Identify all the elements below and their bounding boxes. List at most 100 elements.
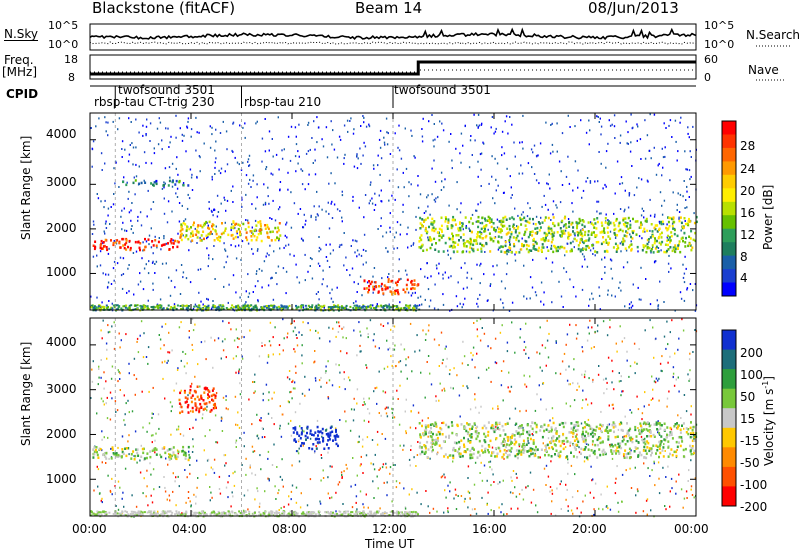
- power-noise-cell: [522, 147, 524, 150]
- velocity-noise-cell: [193, 493, 195, 496]
- power-feature-4-cell: [605, 241, 608, 244]
- power-noise-cell: [365, 250, 367, 252]
- velocity-noise-cell: [515, 495, 518, 498]
- power-feature-4-cell: [651, 244, 654, 247]
- power-feature-4-cell: [488, 218, 491, 222]
- velocity-noise-cell: [290, 498, 292, 501]
- power-noise-cell: [674, 119, 677, 122]
- velocity-noise-cell: [657, 379, 659, 382]
- velocity-feature-1-cell: [190, 396, 193, 399]
- velocity-noise-cell: [411, 488, 413, 491]
- velocity-feature-3-cell: [612, 445, 614, 448]
- velocity-noise-cell: [150, 494, 152, 497]
- power-noise-cell: [268, 202, 270, 205]
- power-noise-cell: [143, 267, 146, 270]
- velocity-noise-cell: [327, 360, 329, 363]
- velocity-feature-1-cell: [184, 396, 187, 399]
- velocity-noise-cell: [164, 486, 166, 489]
- velocity-noise-cell: [547, 356, 550, 359]
- power-noise-cell: [142, 249, 144, 252]
- power-feature-0-cell: [167, 242, 169, 245]
- power-ground-cell: [157, 304, 160, 307]
- velocity-noise-cell: [395, 480, 398, 483]
- power-feature-4-cell: [493, 236, 496, 240]
- velocity-noise-cell: [573, 368, 575, 371]
- power-feature-4-cell: [419, 216, 422, 220]
- power-feature-4-cell: [621, 243, 624, 246]
- power-noise-cell: [316, 116, 318, 119]
- power-noise-cell: [112, 203, 115, 206]
- power-noise-cell: [456, 305, 459, 308]
- velocity-noise-cell: [228, 475, 230, 477]
- power-feature-1-cell: [222, 231, 225, 235]
- velocity-noise-cell: [621, 473, 624, 476]
- power-noise-cell: [380, 200, 382, 203]
- power-feature-4-cell: [530, 249, 533, 252]
- velocity-noise-cell: [641, 418, 643, 421]
- power-noise-cell: [685, 267, 687, 270]
- power-ground-cell: [413, 305, 416, 308]
- velocity-noise-cell: [277, 492, 279, 495]
- power-feature-1-cell: [270, 239, 273, 242]
- velocity-noise-cell: [251, 423, 253, 426]
- power-noise-cell: [226, 163, 229, 166]
- cpid-segment-2: rbsp-tau CT-trig 230: [94, 95, 215, 109]
- velocity-feature-3-cell: [643, 421, 646, 425]
- power-feature-1-cell: [260, 225, 262, 228]
- power-noise-cell: [330, 172, 332, 175]
- power-noise-cell: [393, 247, 395, 250]
- velocity-noise-cell: [124, 423, 126, 426]
- power-noise-cell: [239, 296, 241, 299]
- power-feature-4-cell: [579, 230, 582, 233]
- power-noise-cell: [471, 213, 474, 216]
- velocity-feature-0-cell: [99, 448, 102, 451]
- velocity-feature-3-cell: [638, 451, 641, 454]
- power-noise-cell: [286, 236, 288, 239]
- power-noise-cell: [346, 269, 348, 271]
- power-feature-4-cell: [639, 223, 642, 227]
- velocity-noise-cell: [469, 514, 472, 517]
- velocity-feature-3-cell: [680, 438, 683, 441]
- power-feature-4-cell: [547, 239, 550, 242]
- power-noise-cell: [476, 302, 478, 305]
- power-noise-cell: [369, 183, 372, 186]
- velocity-noise-cell: [652, 388, 654, 391]
- velocity-feature-3-cell: [640, 428, 643, 432]
- velocity-noise-cell: [343, 378, 345, 381]
- power-noise-cell: [135, 175, 138, 178]
- velocity-feature-3-cell: [679, 428, 682, 431]
- power-noise-cell: [302, 306, 305, 309]
- velocity-noise-cell: [400, 343, 402, 346]
- power-ground-cell: [113, 306, 116, 309]
- velocity-noise-cell: [253, 381, 256, 383]
- power-feature-1-cell: [191, 239, 194, 242]
- power-noise-cell: [662, 156, 665, 159]
- power-noise-cell: [199, 170, 201, 173]
- velocity-feature-0-cell: [169, 453, 171, 457]
- power-feature-3-cell: [386, 287, 389, 290]
- power-feature-4-cell: [587, 230, 590, 233]
- power-noise-cell: [148, 234, 151, 237]
- velocity-noise-cell: [534, 409, 537, 412]
- power-feature-4-cell: [572, 230, 574, 233]
- power-feature-3-cell: [396, 289, 399, 292]
- power-feature-4-cell: [624, 247, 627, 250]
- velocity-noise-cell: [215, 392, 218, 394]
- velocity-feature-0-cell: [182, 453, 185, 457]
- velocity-noise-cell: [320, 376, 322, 379]
- power-feature-4-cell: [684, 241, 687, 244]
- velocity-noise-cell: [291, 397, 293, 400]
- power-noise-cell: [656, 299, 658, 302]
- power-feature-4-cell: [569, 250, 572, 253]
- velocity-noise-cell: [539, 326, 541, 329]
- velocity-noise-cell: [179, 433, 182, 436]
- velocity-noise-cell: [507, 386, 509, 389]
- power-feature-4-cell: [567, 237, 570, 240]
- power-noise-cell: [655, 173, 658, 176]
- power-noise-cell: [685, 199, 687, 201]
- velocity-noise-cell: [576, 332, 579, 335]
- power-noise-cell: [90, 127, 92, 129]
- velocity-feature-3-cell: [459, 455, 462, 458]
- velocity-noise-cell: [461, 362, 464, 365]
- power-noise-cell: [300, 168, 302, 171]
